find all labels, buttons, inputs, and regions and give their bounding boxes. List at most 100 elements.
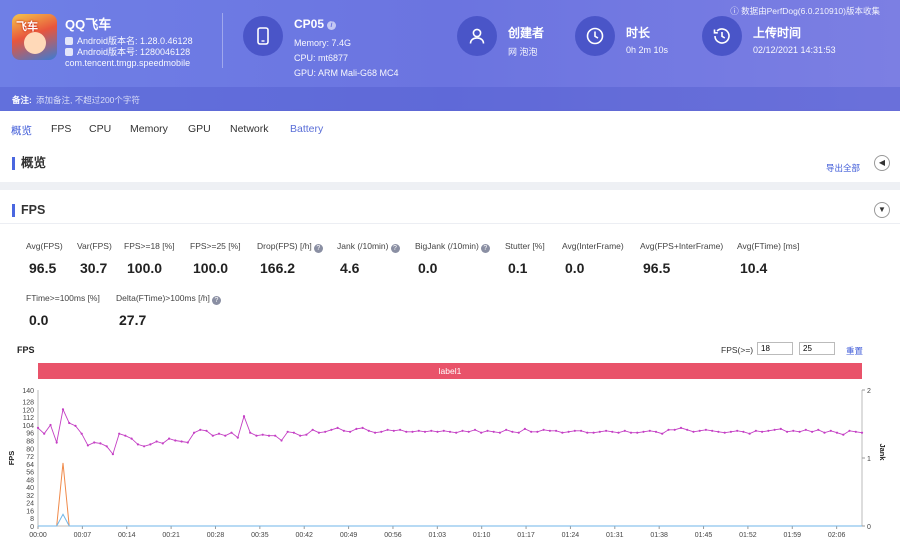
tab-battery[interactable]: Battery <box>290 123 324 135</box>
data-point <box>555 429 558 432</box>
remark-bar[interactable]: 备注: 添加备注, 不超过200个字符 <box>0 87 900 111</box>
data-point <box>274 434 277 437</box>
fps-threshold-input-1[interactable] <box>757 342 793 355</box>
data-point <box>823 431 826 434</box>
data-point <box>667 428 670 431</box>
x-tick-label: 00:14 <box>118 532 136 539</box>
help-icon[interactable]: ? <box>480 244 490 253</box>
data-point <box>255 434 258 437</box>
tab-network[interactable]: Network <box>230 123 269 135</box>
x-tick-label: 01:17 <box>517 532 535 539</box>
info-icon[interactable]: i <box>327 21 337 30</box>
y-tick-label: 40 <box>26 485 34 492</box>
data-point <box>448 430 452 433</box>
app-package: com.tencent.tmgp.speedmobile <box>65 58 191 68</box>
export-all-link[interactable]: 导出全部 <box>825 163 860 173</box>
metric-label: Jank (/10min)? <box>337 241 400 253</box>
y-tick-label: 48 <box>26 477 34 484</box>
data-point <box>205 429 208 432</box>
reset-link[interactable]: 重置 <box>846 346 864 356</box>
device-memory: Memory: 7.4G <box>294 38 352 48</box>
metric-label: FPS>=18 [%] <box>124 241 175 251</box>
data-point <box>779 427 782 430</box>
remark-input[interactable]: 添加备注, 不超过200个字符 <box>36 95 140 105</box>
help-icon[interactable]: ? <box>390 244 400 253</box>
data-point <box>461 429 464 432</box>
y-tick-label: 88 <box>26 439 34 446</box>
x-tick-label: 00:00 <box>29 532 47 539</box>
data-point <box>399 428 402 431</box>
tab-cpu[interactable]: CPU <box>89 123 112 135</box>
data-point <box>742 430 745 433</box>
x-tick-label: 01:10 <box>473 532 491 539</box>
data-point <box>517 431 520 434</box>
tab-fps[interactable]: FPS <box>51 123 72 135</box>
data-point <box>405 430 408 433</box>
data-point <box>330 428 333 431</box>
tab-overview[interactable]: 概览 <box>11 125 32 137</box>
metric-label: Var(FPS) <box>77 241 112 251</box>
metric-label: Avg(InterFrame) <box>562 241 624 251</box>
data-point <box>111 453 114 456</box>
data-point <box>155 440 158 443</box>
y-tick-label: 104 <box>22 423 34 430</box>
data-point <box>61 408 65 411</box>
y2-axis-label: Jank <box>878 443 887 461</box>
data-point <box>286 430 289 433</box>
y-tick-label: 72 <box>26 454 34 461</box>
app-logo: 飞车 <box>12 14 57 60</box>
x-tick-label: 01:52 <box>739 532 757 539</box>
data-point <box>392 429 395 432</box>
data-point <box>143 445 146 448</box>
source-note: ⓘ 数据由PerfDog(6.0.210910)版本收集 <box>730 6 880 16</box>
y-tick-label: 56 <box>26 470 34 477</box>
data-point <box>617 431 620 434</box>
tab-memory[interactable]: Memory <box>130 123 168 135</box>
data-point <box>786 430 789 433</box>
y-tick-label: 120 <box>22 407 34 414</box>
data-point <box>217 432 221 435</box>
y-tick-label: 24 <box>26 501 34 508</box>
fps-threshold-input-2[interactable] <box>799 342 835 355</box>
y-tick-label: 8 <box>30 516 34 523</box>
data-point <box>704 428 708 431</box>
metric-value: 166.2 <box>260 260 296 276</box>
data-point <box>49 423 52 427</box>
help-icon[interactable]: ? <box>211 296 221 305</box>
help-icon[interactable]: ? <box>313 244 323 253</box>
y2-tick-label: 2 <box>867 388 871 395</box>
data-point <box>230 431 233 434</box>
label-bar[interactable]: label1 <box>38 363 862 379</box>
chevron-left-icon[interactable]: ◀ <box>874 155 890 171</box>
data-point <box>436 430 439 433</box>
data-point <box>611 430 614 433</box>
fps-section-title: FPS <box>12 204 45 217</box>
data-point <box>361 426 364 429</box>
data-point <box>168 437 171 440</box>
x-tick-label: 00:28 <box>207 532 225 539</box>
data-point <box>767 429 770 432</box>
data-point <box>411 430 414 433</box>
x-tick-label: 01:03 <box>429 532 447 539</box>
tab-gpu[interactable]: GPU <box>188 123 211 135</box>
creator-title: 创建者 <box>508 26 545 40</box>
data-point <box>835 431 839 434</box>
fps-chart[interactable]: 0816243240485664728088961041121201281400… <box>0 380 900 542</box>
data-point <box>817 428 820 431</box>
device-cpu: CPU: mt6877 <box>294 53 349 63</box>
data-point <box>860 431 864 434</box>
metric-value: 27.7 <box>119 312 147 328</box>
data-point <box>605 429 608 432</box>
data-point <box>93 441 96 444</box>
data-point <box>679 426 683 429</box>
data-point <box>723 431 726 434</box>
chevron-down-icon[interactable]: ▼ <box>874 202 890 218</box>
data-point <box>299 434 302 437</box>
x-tick-label: 00:21 <box>162 532 180 539</box>
data-point <box>761 430 764 433</box>
data-point <box>542 428 545 431</box>
data-point <box>505 428 508 431</box>
data-point <box>717 430 720 433</box>
data-point <box>536 430 539 433</box>
data-point <box>149 443 152 446</box>
